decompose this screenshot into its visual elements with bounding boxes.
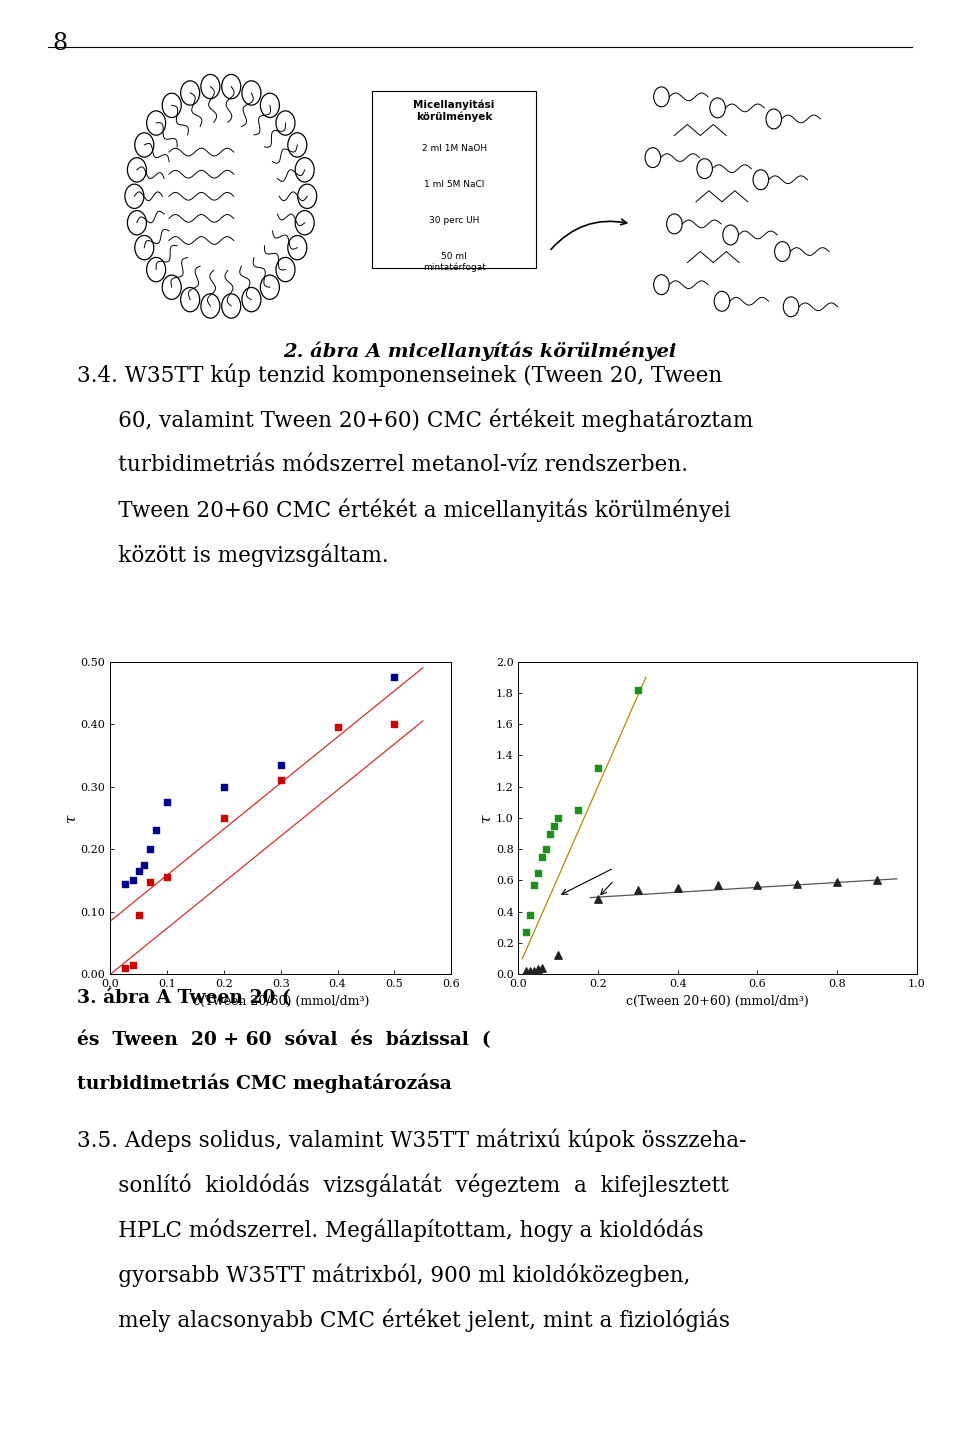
Point bbox=[117, 957, 132, 980]
Point bbox=[542, 822, 558, 845]
Point bbox=[590, 756, 606, 779]
Text: 8: 8 bbox=[53, 32, 68, 55]
Point bbox=[132, 903, 147, 926]
Point bbox=[522, 903, 538, 926]
Point bbox=[117, 872, 132, 896]
Point bbox=[539, 838, 554, 861]
Point bbox=[273, 769, 288, 792]
Text: 30 perc UH: 30 perc UH bbox=[429, 215, 479, 224]
Point bbox=[126, 954, 141, 977]
Point bbox=[159, 865, 175, 888]
Point bbox=[522, 960, 538, 983]
Point bbox=[137, 853, 153, 877]
Point bbox=[535, 957, 550, 980]
Text: 3. ábra A Tween 20 (: 3. ábra A Tween 20 ( bbox=[77, 989, 291, 1008]
Point bbox=[142, 838, 157, 861]
Text: HPLC módszerrel. Megállapítottam, hogy a kioldódás: HPLC módszerrel. Megállapítottam, hogy a… bbox=[77, 1218, 704, 1242]
Point bbox=[159, 791, 175, 814]
X-axis label: c(Tween 20+60) (mmol/dm³): c(Tween 20+60) (mmol/dm³) bbox=[626, 995, 809, 1008]
Point bbox=[387, 666, 402, 689]
Point bbox=[531, 958, 546, 981]
Text: Micellanyitási
körülmények: Micellanyitási körülmények bbox=[414, 100, 494, 122]
Text: 3.5. Adeps solidus, valamint W35TT mátrixú kúpok összzeha-: 3.5. Adeps solidus, valamint W35TT mátri… bbox=[77, 1128, 746, 1152]
Point bbox=[518, 960, 534, 983]
Y-axis label: τ: τ bbox=[64, 814, 78, 822]
Point bbox=[527, 960, 542, 983]
Text: 2 ml 1M NaOH: 2 ml 1M NaOH bbox=[421, 144, 487, 153]
Text: 2. ábra A micellanyítás körülményei: 2. ábra A micellanyítás körülményei bbox=[283, 342, 677, 361]
Point bbox=[631, 878, 646, 901]
Y-axis label: τ: τ bbox=[479, 814, 493, 822]
Text: mely alacsonyabb CMC értéket jelent, mint a fiziológiás: mely alacsonyabb CMC értéket jelent, min… bbox=[77, 1309, 730, 1332]
Text: gyorsabb W35TT mátrixból, 900 ml kioldóközegben,: gyorsabb W35TT mátrixból, 900 ml kioldók… bbox=[77, 1264, 690, 1287]
Point bbox=[518, 920, 534, 944]
Text: sonlító  kioldódás  vizsgálatát  végeztem  a  kifejlesztett: sonlító kioldódás vizsgálatát végeztem a… bbox=[77, 1173, 729, 1197]
Point bbox=[273, 753, 288, 776]
Point bbox=[590, 887, 606, 910]
Point bbox=[126, 868, 141, 891]
Text: 60, valamint Tween 20+60) CMC értékeit meghatároztam: 60, valamint Tween 20+60) CMC értékeit m… bbox=[77, 409, 753, 432]
Text: Tween 20+60 CMC értékét a micellanyitás körülményei: Tween 20+60 CMC értékét a micellanyitás … bbox=[77, 499, 731, 522]
Text: és  Tween  20 + 60  sóval  és  bázissal  (: és Tween 20 + 60 sóval és bázissal ( bbox=[77, 1031, 491, 1050]
Point bbox=[570, 798, 586, 822]
Point bbox=[531, 861, 546, 884]
Point bbox=[527, 874, 542, 897]
Point bbox=[535, 845, 550, 868]
Point bbox=[142, 869, 157, 893]
Text: 1 ml 5M NaCl: 1 ml 5M NaCl bbox=[424, 180, 484, 189]
Point bbox=[132, 859, 147, 883]
Text: turbidimetriás módszerrel metanol-víz rendszerben.: turbidimetriás módszerrel metanol-víz re… bbox=[77, 454, 687, 475]
Bar bbox=[372, 92, 537, 268]
Text: között is megvizsgáltam.: között is megvizsgáltam. bbox=[77, 544, 389, 567]
Point bbox=[330, 715, 346, 739]
Point bbox=[148, 819, 163, 842]
Point bbox=[216, 775, 231, 798]
Point bbox=[631, 678, 646, 701]
Point bbox=[789, 872, 804, 896]
Text: turbidimetriás CMC meghatározása: turbidimetriás CMC meghatározása bbox=[77, 1073, 451, 1092]
X-axis label: c(Tween 20/60) (mmol/dm³): c(Tween 20/60) (mmol/dm³) bbox=[193, 995, 369, 1008]
Point bbox=[670, 877, 685, 900]
Point bbox=[551, 806, 566, 829]
Text: 3.4. W35TT kúp tenzid komponenseinek (Tween 20, Tween: 3.4. W35TT kúp tenzid komponenseinek (Tw… bbox=[77, 364, 722, 387]
Point bbox=[870, 868, 885, 891]
Point bbox=[551, 944, 566, 967]
Point bbox=[216, 806, 231, 829]
Point bbox=[546, 814, 562, 838]
Point bbox=[829, 871, 845, 894]
Text: 50 ml
mintatérfogat: 50 ml mintatérfogat bbox=[422, 252, 486, 272]
Point bbox=[750, 874, 765, 897]
Point bbox=[710, 874, 726, 897]
Point bbox=[387, 712, 402, 736]
